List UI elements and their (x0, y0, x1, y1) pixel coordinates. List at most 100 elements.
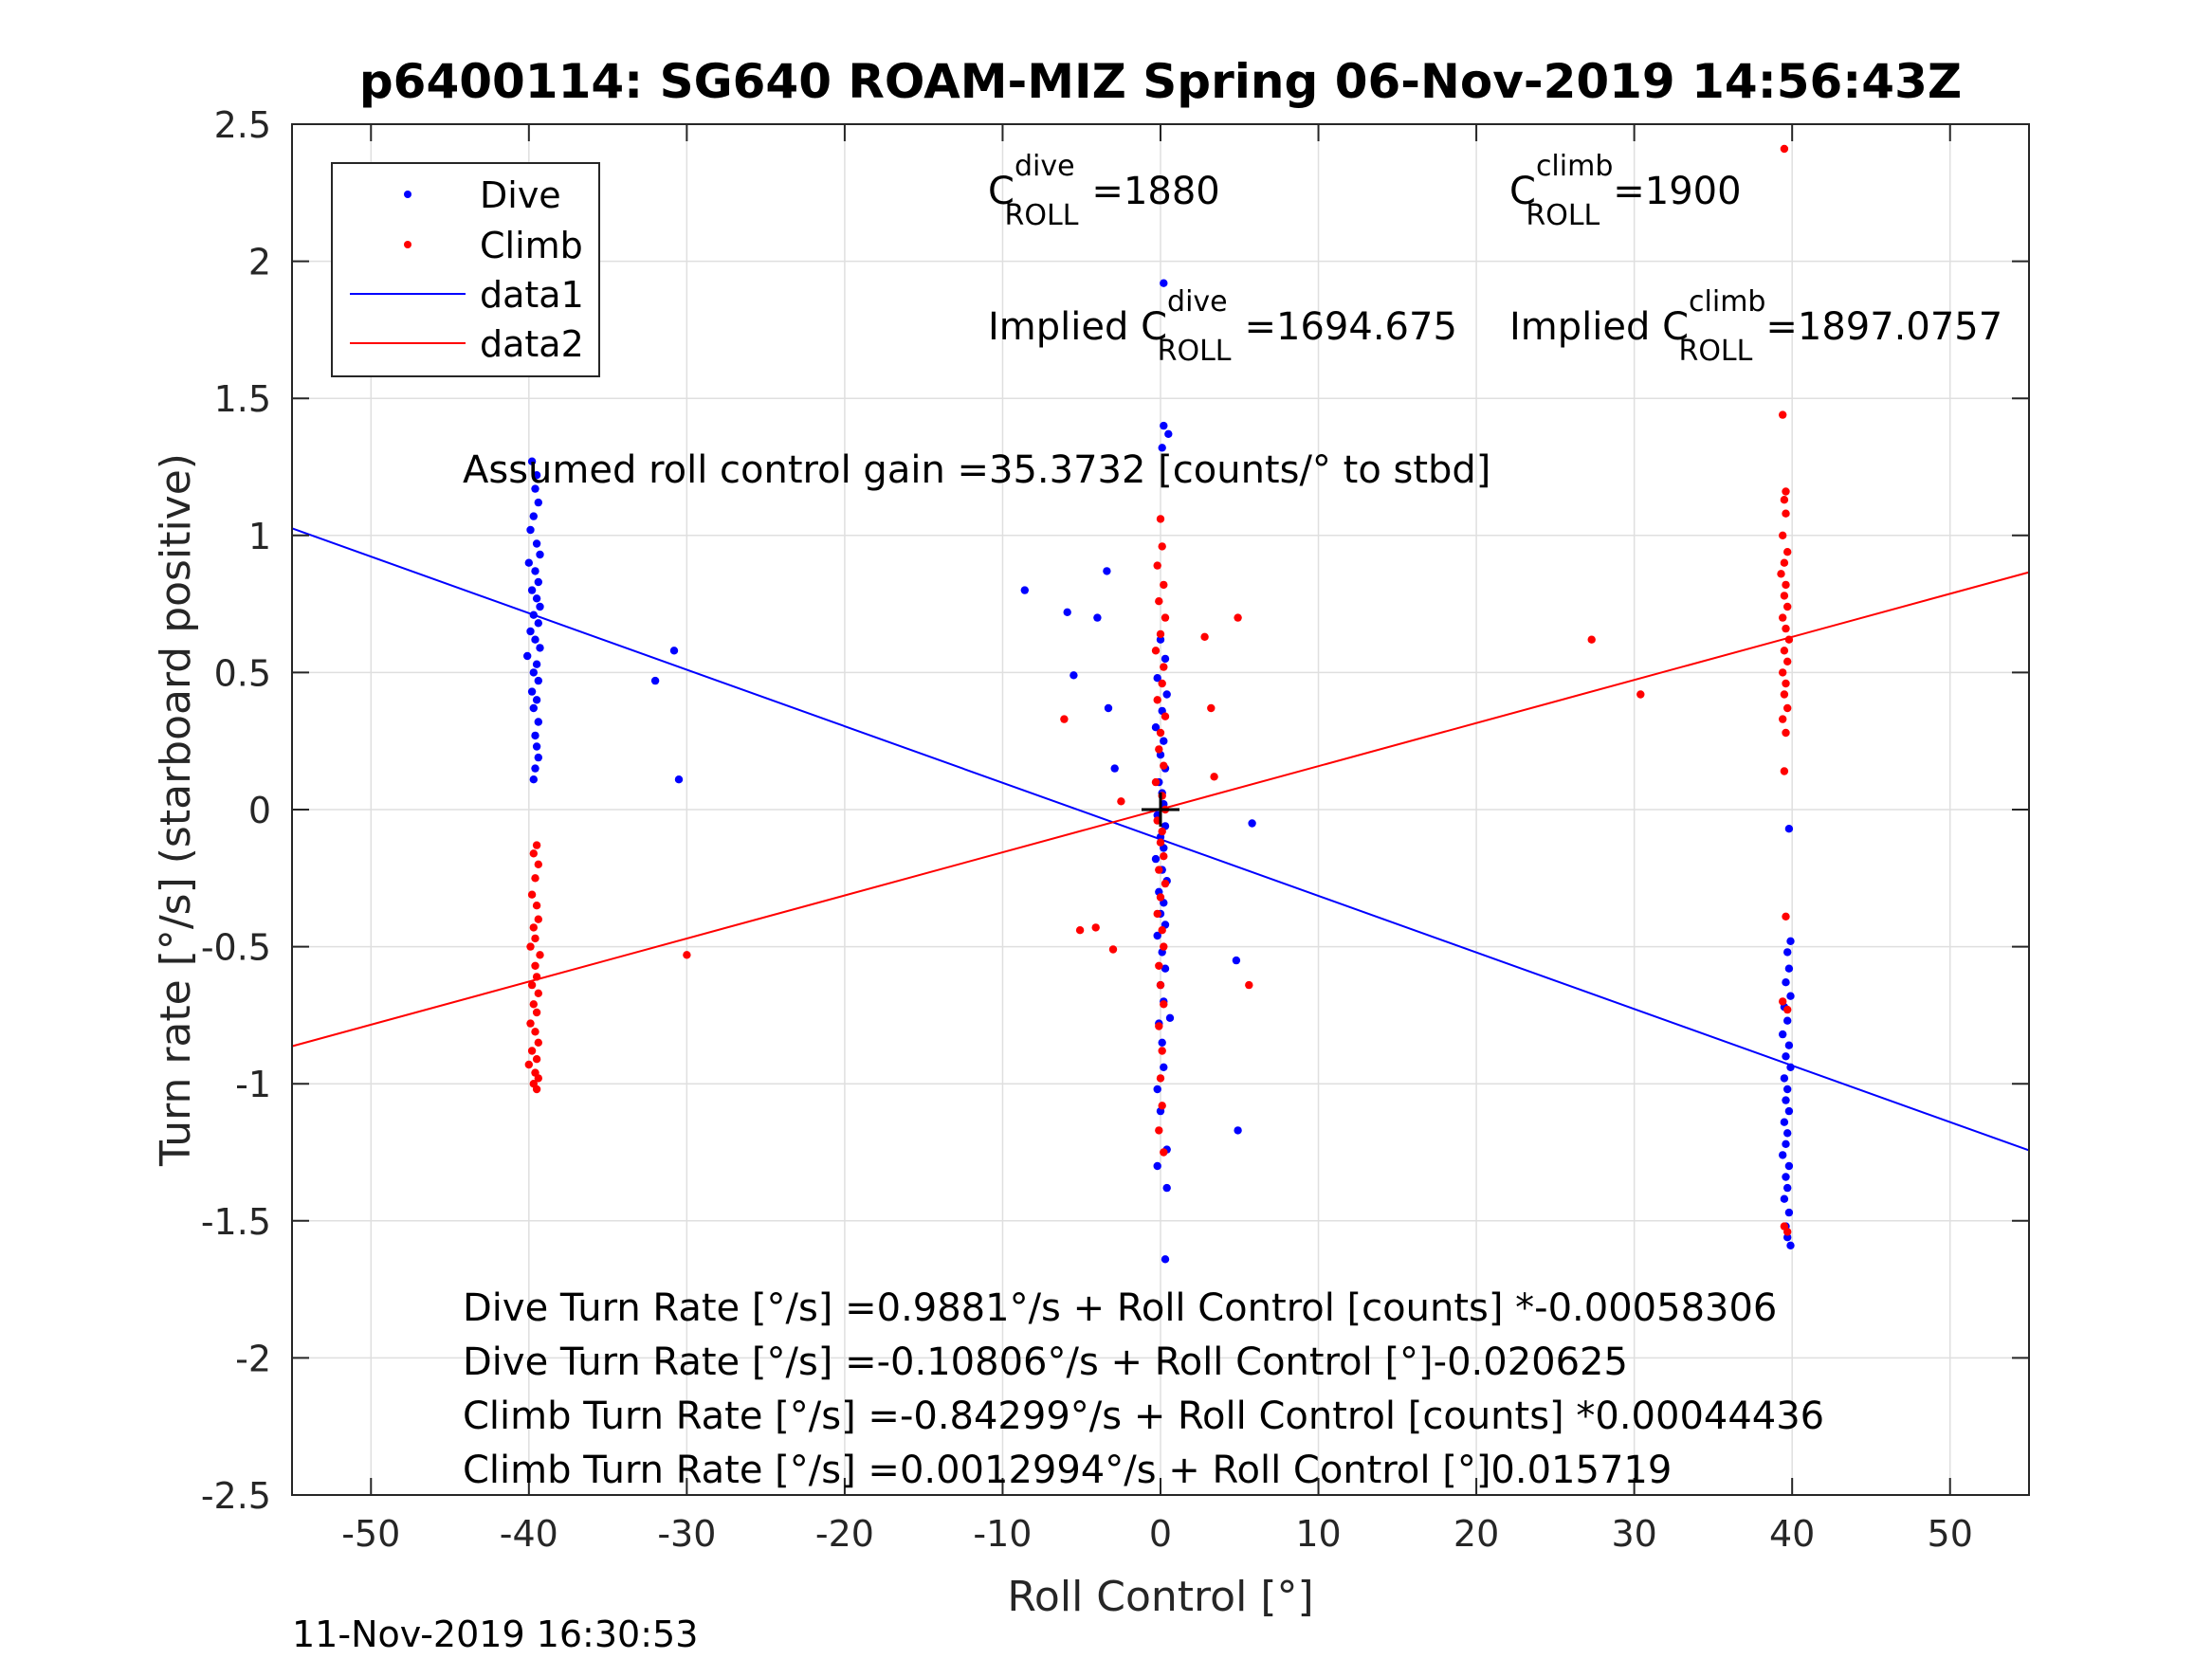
implied-dive-annotation: Implied Cdive ROLL=1694.675 (988, 285, 1457, 368)
dive-point (1093, 613, 1102, 622)
climb-point (524, 1060, 533, 1069)
dive-point (534, 498, 542, 507)
dive-point (534, 718, 542, 726)
climb-point (1161, 712, 1170, 720)
dive-point (1786, 992, 1795, 1000)
climb-point (1780, 767, 1789, 775)
dive-point (1160, 1063, 1168, 1072)
climb-point (1782, 728, 1790, 738)
x-tick-label: -50 (341, 1513, 400, 1555)
climb-point (1158, 926, 1166, 935)
climb-point (534, 989, 542, 998)
climb-point (1158, 1047, 1166, 1055)
x-tick-label: 50 (1928, 1513, 1973, 1555)
y-tick-label: 0.5 (214, 652, 271, 694)
y-tick-label: -2.5 (201, 1475, 271, 1517)
climb-point (1782, 487, 1790, 496)
climb-point (1151, 777, 1161, 787)
climb-point (1210, 773, 1218, 781)
x-tick-label: -10 (973, 1513, 1032, 1555)
climb-point (1207, 703, 1216, 713)
climb-point (531, 934, 539, 943)
dive-point (1160, 421, 1168, 430)
climb-point (1779, 613, 1787, 622)
climb-point (534, 860, 542, 868)
dive-point (523, 651, 532, 661)
climb-point (529, 849, 538, 858)
dive-point (1780, 1118, 1789, 1126)
climb-point (1155, 1022, 1163, 1030)
dive-point (534, 619, 542, 628)
climb-point (532, 1055, 541, 1064)
climb-point (531, 1028, 539, 1036)
dive-point (534, 753, 542, 762)
dive-point (531, 731, 539, 740)
climb-point (526, 1019, 535, 1028)
dive-point (1161, 1255, 1170, 1264)
dive-point (650, 676, 660, 685)
x-tick-labels: -50 -40 -30 -20 -10 0 10 20 30 40 50 (341, 1513, 1973, 1555)
y-axis-label: Turn rate [°/s] (starboard positive) (152, 453, 200, 1167)
dive-point (1782, 1052, 1790, 1061)
climb-point (532, 973, 541, 981)
climb-point (1156, 838, 1165, 847)
x-tick-label: 10 (1295, 1513, 1341, 1555)
climb-point (1158, 542, 1166, 551)
dive-point (531, 567, 539, 575)
x-tick-label: -40 (500, 1513, 558, 1555)
climb-point (1782, 624, 1790, 633)
climb-point (1155, 961, 1163, 970)
climb-point (1160, 1148, 1168, 1157)
climb-point (1779, 410, 1787, 419)
climb-point (1156, 515, 1165, 523)
data-points (523, 144, 1795, 1264)
dive-point (532, 471, 541, 480)
roll-gain-annotation: Assumed roll control gain =35.3732 [coun… (463, 448, 1490, 492)
climb-point (1779, 531, 1787, 539)
climb-point (1779, 668, 1787, 677)
climb-point (536, 951, 544, 959)
dive-point (1783, 1183, 1792, 1193)
x-tick-label: -30 (657, 1513, 716, 1555)
legend: Dive Climb data1 data2 (331, 162, 600, 377)
equation-climb-degrees: Climb Turn Rate [°/s] =0.0012994°/s + Ro… (463, 1449, 1672, 1492)
climb-point (1245, 980, 1253, 990)
dive-point (1161, 964, 1170, 973)
dive-point (531, 764, 539, 773)
dive-point (1162, 690, 1171, 699)
dive-point (1151, 723, 1161, 732)
footer-timestamp: 11-Nov-2019 16:30:53 (292, 1613, 698, 1655)
legend-climb-label: Climb (480, 225, 583, 266)
dive-point (532, 696, 541, 704)
legend-data1-label: data1 (480, 274, 584, 316)
axis-ticks (292, 123, 2029, 1496)
climb-point (1780, 558, 1789, 567)
dive-point (532, 742, 541, 751)
climb-point (1783, 1005, 1792, 1014)
y-tick-label: -1 (235, 1064, 271, 1105)
climb-point (1783, 1228, 1792, 1236)
dive-point (529, 611, 538, 619)
dive-point (532, 539, 541, 548)
dive-point (1069, 671, 1078, 680)
climb-point (1156, 1074, 1165, 1083)
dive-point (531, 635, 539, 644)
climb-point (1783, 657, 1792, 665)
climb-point (1780, 144, 1789, 154)
climb-point (529, 1000, 538, 1009)
climb-point (1782, 509, 1790, 518)
dive-point (526, 525, 535, 535)
climb-point (532, 841, 541, 849)
y-tick-label: 2 (248, 242, 271, 283)
dive-point (534, 676, 542, 685)
dive-point (1153, 931, 1161, 940)
climb-point (1153, 561, 1161, 570)
dive-point (1164, 429, 1173, 438)
climb-point (1160, 942, 1168, 951)
climb-point (1158, 1102, 1166, 1110)
dive-point (1110, 764, 1119, 773)
climb-point (1075, 926, 1085, 935)
dive-point (1782, 1139, 1790, 1149)
climb-point (1587, 635, 1596, 644)
